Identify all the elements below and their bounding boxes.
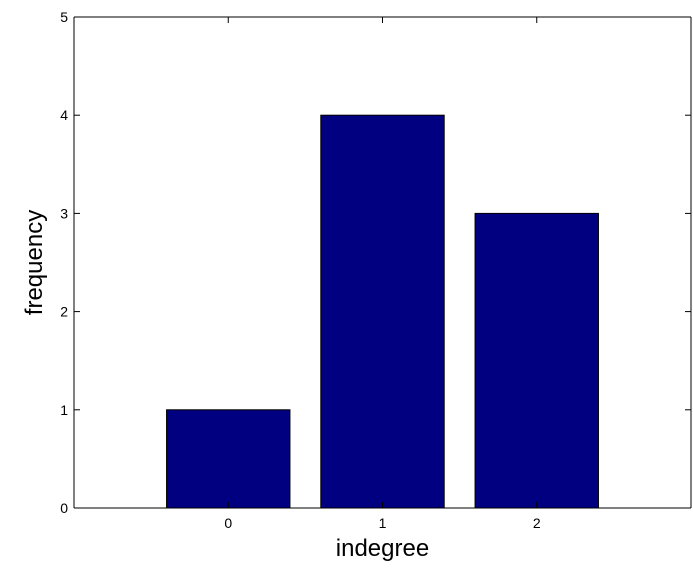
- y-tick-label-2: 2: [60, 304, 68, 320]
- y-tick-label-4: 4: [60, 107, 68, 123]
- x-tick-label-0: 0: [224, 515, 232, 531]
- x-tick-label-1: 1: [379, 515, 387, 531]
- y-axis-label: frequency: [21, 210, 48, 315]
- bar-0: [166, 409, 291, 509]
- bar-1: [320, 114, 445, 509]
- y-tick-label-0: 0: [60, 500, 68, 516]
- y-tick-label-3: 3: [60, 205, 68, 221]
- bar-2: [474, 212, 599, 509]
- x-axis-label: indegree: [336, 535, 429, 562]
- y-tick-label-1: 1: [60, 402, 68, 418]
- x-tick-label-2: 2: [533, 515, 541, 531]
- y-tick-label-5: 5: [60, 9, 68, 25]
- ticks-layer: 0 1 2 3 4 5 0 1 2: [60, 9, 691, 531]
- bars-layer: [166, 114, 599, 509]
